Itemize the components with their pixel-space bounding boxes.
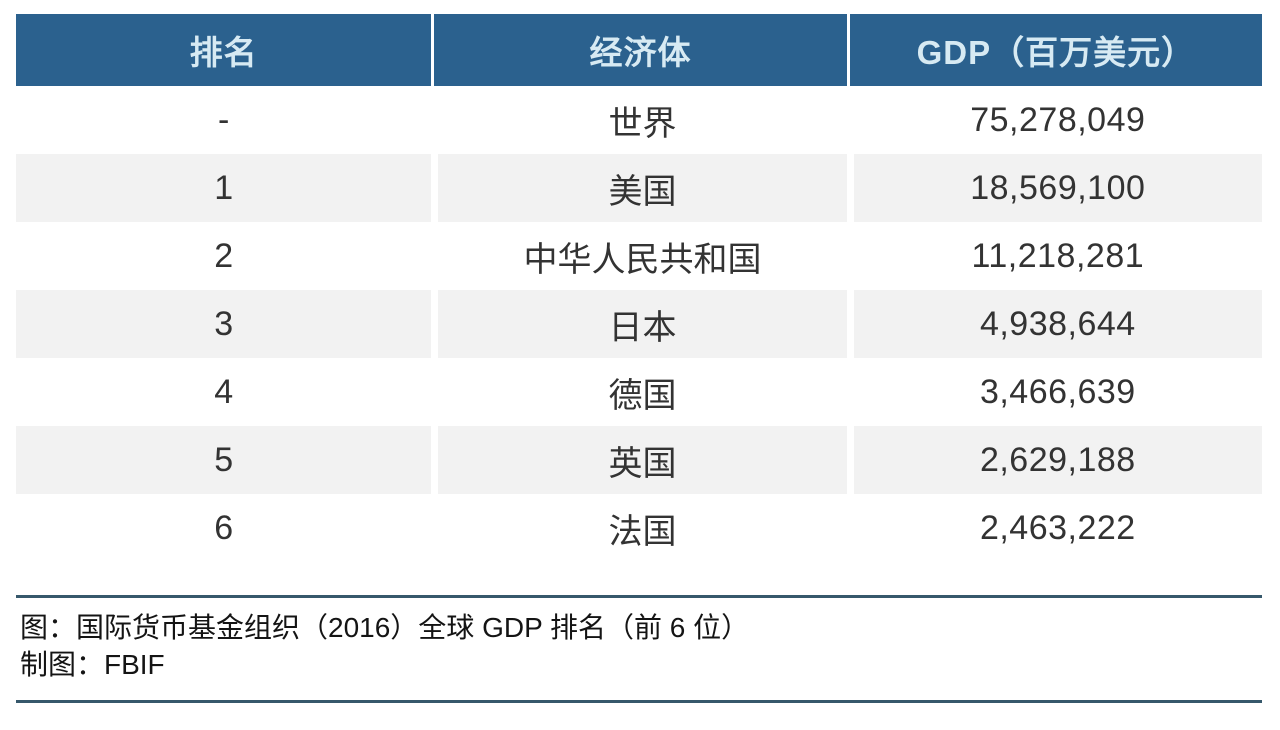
gdp-cell: 3,466,639	[846, 358, 1262, 426]
rank-cell: 5	[16, 426, 432, 494]
table-header: 排名 经济体 GDP（百万美元）	[16, 14, 1262, 86]
header-row: 排名 经济体 GDP（百万美元）	[16, 14, 1262, 86]
figure-caption: 图：国际货币基金组织（2016）全球 GDP 排名（前 6 位）	[20, 612, 750, 643]
table-row: - 世界 75,278,049	[16, 86, 1262, 154]
figure-footer: 图：国际货币基金组织（2016）全球 GDP 排名（前 6 位） 制图：FBIF	[16, 595, 1262, 703]
economy-cell: 德国	[431, 358, 847, 426]
table-row: 2 中华人民共和国 11,218,281	[16, 222, 1262, 290]
rank-cell: 2	[16, 222, 432, 290]
economy-cell: 世界	[431, 86, 847, 154]
rank-cell: -	[16, 86, 432, 154]
table-row: 3 日本 4,938,644	[16, 290, 1262, 358]
gdp-ranking-table: 排名 经济体 GDP（百万美元） - 世界 75,278,049 1 美国 18…	[16, 14, 1262, 562]
table-row: 4 德国 3,466,639	[16, 358, 1262, 426]
gdp-cell: 11,218,281	[846, 222, 1262, 290]
column-header-economy: 经济体	[431, 14, 847, 86]
column-header-rank: 排名	[16, 14, 432, 86]
economy-cell: 中华人民共和国	[431, 222, 847, 290]
gdp-cell: 75,278,049	[846, 86, 1262, 154]
table-and-footer: 排名 经济体 GDP（百万美元） - 世界 75,278,049 1 美国 18…	[16, 14, 1262, 703]
rank-cell: 6	[16, 494, 432, 562]
credit-line: 制图：FBIF	[20, 649, 165, 680]
table-row: 5 英国 2,629,188	[16, 426, 1262, 494]
table-row: 6 法国 2,463,222	[16, 494, 1262, 562]
rank-cell: 3	[16, 290, 432, 358]
gdp-cell: 18,569,100	[846, 154, 1262, 222]
rank-cell: 4	[16, 358, 432, 426]
gdp-cell: 4,938,644	[846, 290, 1262, 358]
table-row: 1 美国 18,569,100	[16, 154, 1262, 222]
column-header-gdp: GDP（百万美元）	[846, 14, 1262, 86]
economy-cell: 日本	[431, 290, 847, 358]
table-body: - 世界 75,278,049 1 美国 18,569,100 2 中华人民共和…	[16, 86, 1262, 562]
gdp-cell: 2,629,188	[846, 426, 1262, 494]
economy-cell: 美国	[431, 154, 847, 222]
rank-cell: 1	[16, 154, 432, 222]
gdp-cell: 2,463,222	[846, 494, 1262, 562]
economy-cell: 法国	[431, 494, 847, 562]
economy-cell: 英国	[431, 426, 847, 494]
